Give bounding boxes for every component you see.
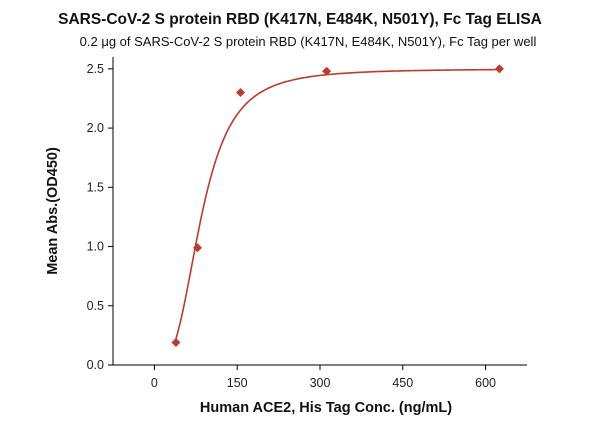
chart-subtitle: 0.2 μg of SARS-CoV-2 S protein RBD (K417… [80,34,537,49]
chart-title: SARS-CoV-2 S protein RBD (K417N, E484K, … [58,11,542,28]
x-tick-label: 300 [310,376,331,390]
data-points [171,64,504,347]
x-axis-ticks: 0 150 300 450 600 [151,365,496,390]
y-tick-label: 1.0 [87,240,104,254]
y-tick-label: 2.5 [87,62,104,76]
x-axis-label: Human ACE2, His Tag Conc. (ng/mL) [200,400,452,416]
axes [112,57,527,366]
data-point [236,88,246,98]
y-tick-label: 0.5 [87,299,104,313]
x-tick-label: 600 [475,376,496,390]
data-point [171,337,181,347]
data-point [192,243,202,253]
data-point [322,66,332,76]
x-tick-label: 150 [227,376,248,390]
x-tick-label: 0 [151,376,158,390]
y-axis-label: Mean Abs.(OD450) [45,147,61,275]
x-tick-label: 450 [392,376,413,390]
data-point [494,64,504,74]
fit-curve [175,68,500,340]
y-axis-ticks: 0.0 0.5 1.0 1.5 2.0 2.5 [87,62,113,372]
y-tick-label: 2.0 [87,121,104,135]
y-tick-label: 0.0 [87,358,104,372]
y-tick-label: 1.5 [87,180,104,194]
